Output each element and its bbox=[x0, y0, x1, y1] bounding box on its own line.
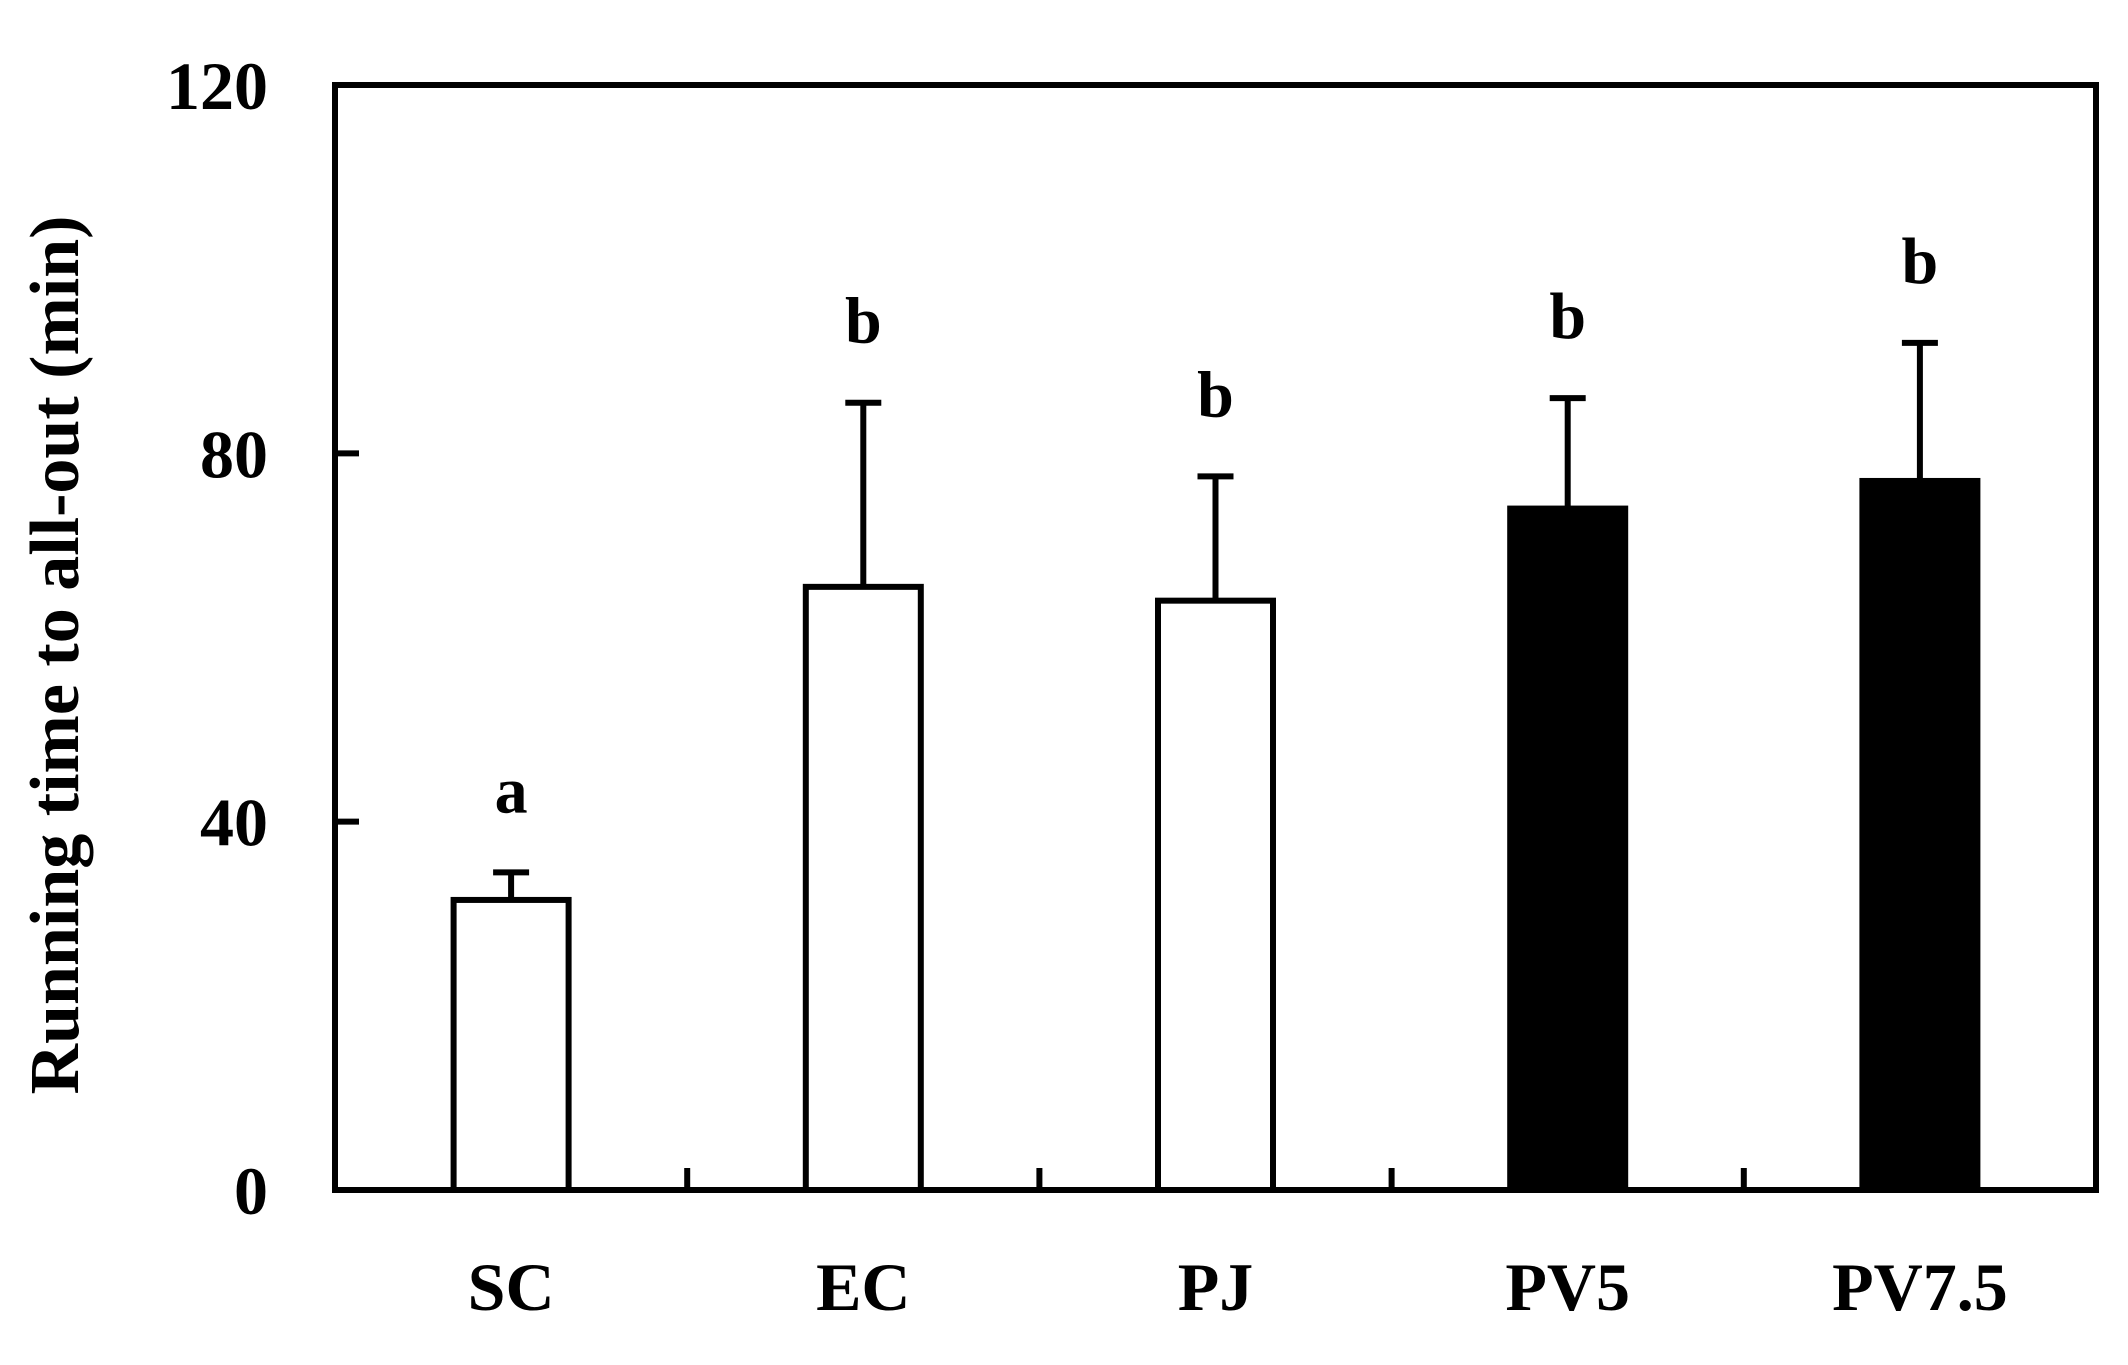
y-axis-title: Running time to all-out (min) bbox=[17, 216, 94, 1095]
x-tick-label-PV7.5: PV7.5 bbox=[1832, 1249, 2008, 1325]
x-tick-label-SC: SC bbox=[468, 1249, 555, 1325]
error-bars bbox=[493, 339, 1938, 900]
y-tick-label-2: 80 bbox=[200, 416, 268, 492]
x-tick-label-EC: EC bbox=[816, 1249, 910, 1325]
significance-label-PJ: b bbox=[1197, 358, 1234, 431]
bar-SC bbox=[450, 896, 572, 1193]
y-tick-label-0: 0 bbox=[234, 1153, 268, 1229]
bar-PJ bbox=[1155, 597, 1276, 1193]
labels: a SC b EC b PJ b PV5 b PV7.5 bbox=[468, 225, 2008, 1325]
bars bbox=[450, 477, 1981, 1194]
significance-label-PV7.5: b bbox=[1902, 225, 1939, 298]
bar-PV7.5 bbox=[1859, 477, 1981, 1194]
y-tick-label-1: 40 bbox=[200, 785, 268, 861]
x-tick-label-PV5: PV5 bbox=[1505, 1249, 1630, 1325]
significance-label-PV5: b bbox=[1549, 280, 1586, 353]
x-tick-label-PJ: PJ bbox=[1178, 1249, 1254, 1325]
y-tick-label-3: 120 bbox=[166, 48, 268, 124]
bar-PV5 bbox=[1507, 505, 1629, 1194]
significance-label-SC: a bbox=[495, 754, 528, 827]
bar-EC bbox=[802, 583, 924, 1193]
significance-label-EC: b bbox=[845, 285, 882, 358]
